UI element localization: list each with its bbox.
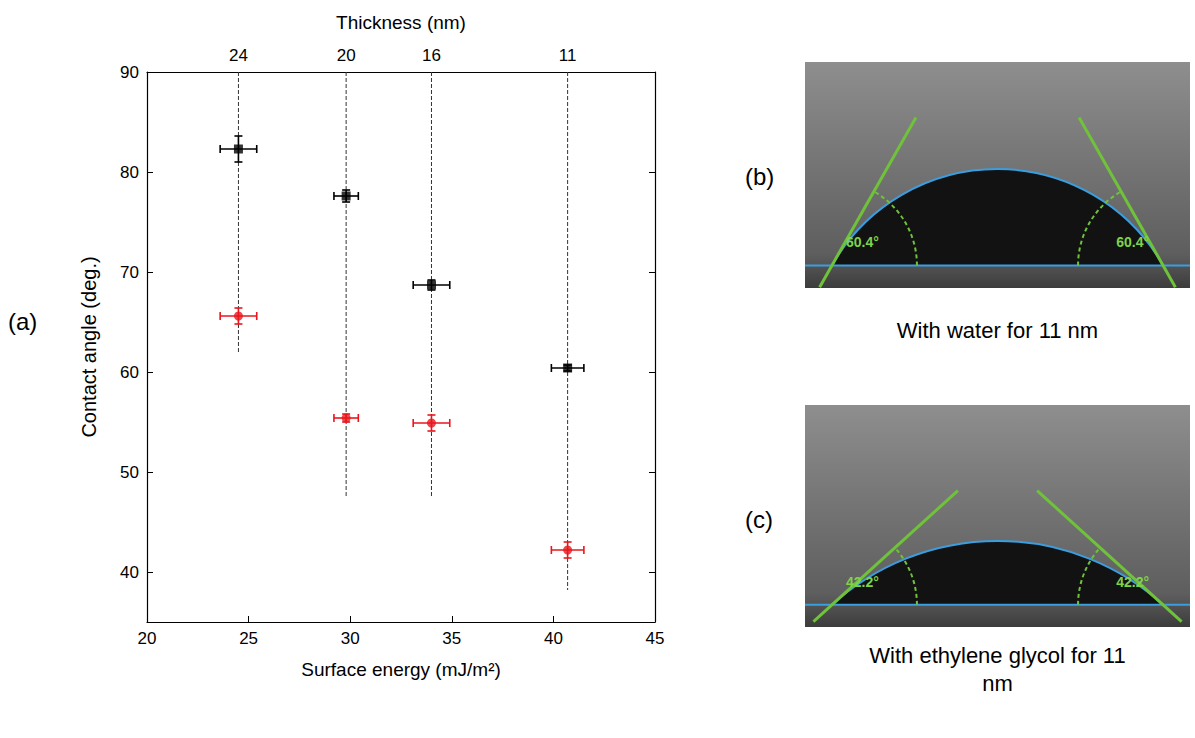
svg-text:80: 80 bbox=[120, 163, 139, 182]
svg-text:60.4°: 60.4° bbox=[1116, 234, 1149, 250]
svg-text:24: 24 bbox=[229, 46, 248, 65]
svg-text:40: 40 bbox=[120, 563, 139, 582]
svg-text:45: 45 bbox=[646, 629, 665, 648]
svg-text:11: 11 bbox=[559, 46, 577, 65]
svg-text:42.2°: 42.2° bbox=[846, 574, 879, 590]
svg-text:16: 16 bbox=[422, 46, 441, 65]
svg-text:With water for 11 nm: With water for 11 nm bbox=[897, 318, 1098, 343]
svg-text:42.2°: 42.2° bbox=[1116, 574, 1149, 590]
svg-text:90: 90 bbox=[120, 63, 139, 82]
svg-text:20: 20 bbox=[138, 629, 157, 648]
svg-text:(b): (b) bbox=[745, 163, 774, 190]
svg-text:35: 35 bbox=[442, 629, 461, 648]
svg-text:Surface energy (mJ/m²): Surface energy (mJ/m²) bbox=[301, 659, 501, 680]
svg-text:20: 20 bbox=[337, 46, 356, 65]
svg-text:30: 30 bbox=[341, 629, 360, 648]
svg-text:60: 60 bbox=[120, 363, 139, 382]
svg-text:50: 50 bbox=[120, 463, 139, 482]
svg-text:(a): (a) bbox=[8, 308, 37, 335]
svg-text:70: 70 bbox=[120, 263, 139, 282]
svg-text:60.4°: 60.4° bbox=[846, 234, 879, 250]
svg-text:With ethylene glycol for 11: With ethylene glycol for 11 bbox=[869, 643, 1125, 668]
svg-text:25: 25 bbox=[239, 629, 258, 648]
svg-text:Thickness (nm): Thickness (nm) bbox=[336, 12, 466, 33]
svg-text:nm: nm bbox=[982, 671, 1013, 696]
svg-text:Contact angle (deg.): Contact angle (deg.) bbox=[78, 256, 100, 437]
svg-text:(c): (c) bbox=[745, 506, 773, 533]
svg-text:40: 40 bbox=[544, 629, 563, 648]
